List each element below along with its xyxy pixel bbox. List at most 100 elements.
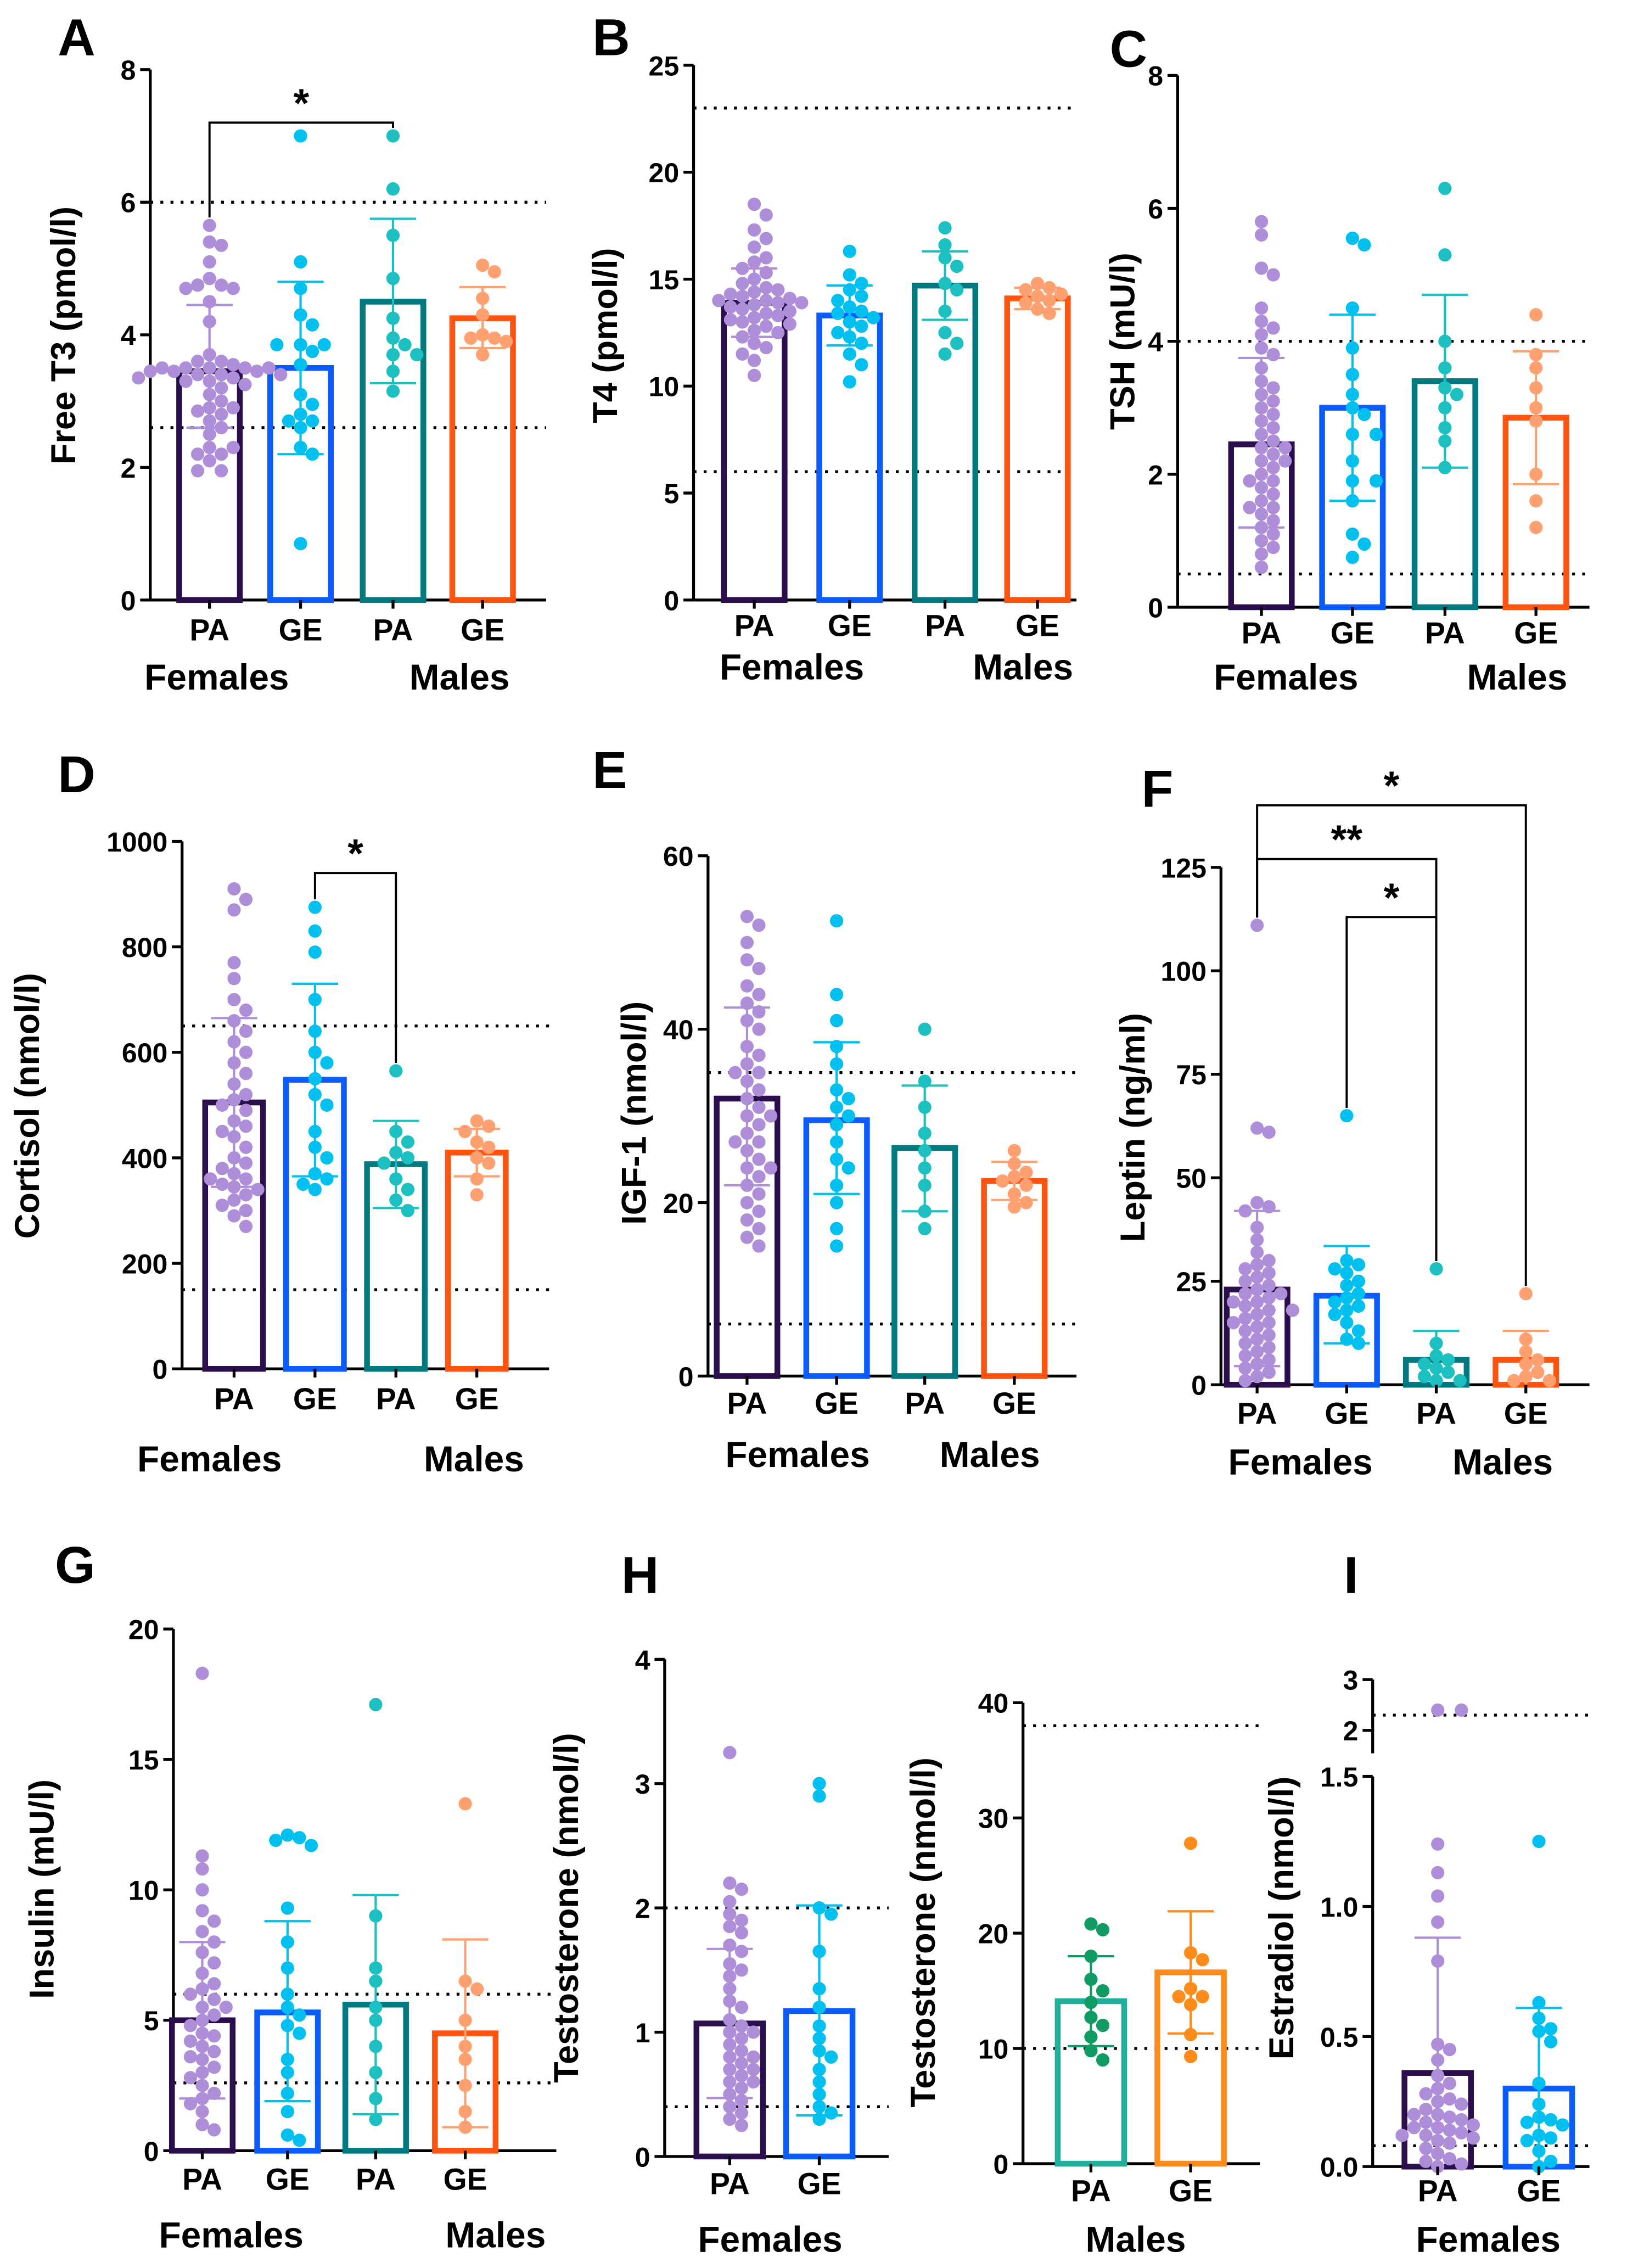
data-point	[1351, 1287, 1366, 1301]
y-tick-label: 2	[1343, 1716, 1359, 1746]
data-point	[1042, 294, 1056, 307]
data-point	[1262, 1279, 1276, 1292]
group-label: Females	[725, 1434, 869, 1475]
data-point	[1529, 494, 1543, 508]
x-tick-label: GE	[455, 1382, 499, 1416]
significance-bracket	[208, 121, 394, 218]
data-point	[734, 1926, 749, 1940]
data-point	[183, 2097, 198, 2110]
data-point	[734, 2019, 749, 2033]
data-point	[1084, 1917, 1098, 1931]
y-tick-label: 1.5	[1320, 1762, 1359, 1793]
data-point	[219, 2000, 233, 2014]
x-tick-label: GE	[798, 2166, 841, 2200]
data-point	[843, 268, 856, 282]
x-tick-label: PA	[373, 613, 413, 647]
data-point	[1340, 1109, 1354, 1123]
data-point	[841, 1091, 855, 1106]
data-point	[183, 1987, 198, 2001]
x-tick-label: GE	[461, 613, 504, 647]
data-point	[1419, 2102, 1433, 2116]
data-point	[1254, 547, 1269, 561]
group-label: Females	[1228, 1441, 1372, 1482]
data-point	[1266, 474, 1280, 488]
data-point	[740, 1196, 754, 1209]
data-point	[1407, 2121, 1421, 2135]
data-point	[938, 238, 952, 252]
data-point	[752, 961, 766, 976]
data-point	[280, 2128, 294, 2142]
data-point	[740, 1213, 754, 1227]
group-label: Females	[720, 647, 864, 687]
data-point	[1466, 2118, 1480, 2132]
data-point	[179, 361, 193, 375]
data-point	[227, 1209, 241, 1223]
data-point	[207, 1977, 221, 1991]
significance-label: *	[1384, 875, 1400, 920]
data-point	[723, 1907, 737, 1921]
data-point	[401, 1183, 414, 1196]
data-point	[470, 1188, 484, 1202]
y-tick-label: 400	[122, 1143, 167, 1174]
y-tick-label: 4	[1148, 327, 1163, 357]
data-point	[207, 2029, 221, 2043]
data-point	[308, 1183, 322, 1196]
data-point	[950, 259, 964, 273]
data-point	[215, 1098, 229, 1112]
data-point	[195, 2118, 209, 2131]
data-point	[215, 278, 228, 292]
data-point	[1532, 1834, 1546, 1849]
data-point	[1254, 228, 1269, 242]
data-point	[752, 1170, 766, 1184]
data-point	[308, 924, 322, 938]
data-point	[1019, 283, 1033, 297]
data-point	[855, 304, 868, 318]
data-point	[1278, 454, 1292, 468]
data-point	[1266, 381, 1280, 395]
data-point	[401, 1203, 414, 1218]
data-point	[728, 1135, 742, 1149]
data-point	[759, 320, 773, 333]
data-point	[207, 2123, 221, 2137]
data-point	[740, 936, 754, 949]
data-point	[398, 338, 412, 352]
panel-letter: F	[1142, 760, 1174, 818]
data-point	[470, 1982, 484, 1996]
data-point	[1429, 1262, 1443, 1276]
data-point	[1351, 1258, 1366, 1272]
data-point	[458, 1124, 472, 1139]
data-point	[239, 1188, 253, 1202]
data-point	[203, 219, 216, 232]
data-point	[207, 2086, 221, 2100]
y-tick-label: 2	[1148, 460, 1163, 490]
data-point	[1417, 1357, 1432, 1371]
data-point	[1441, 1353, 1455, 1367]
data-point	[938, 221, 952, 235]
data-point	[143, 365, 157, 378]
data-point	[1243, 474, 1256, 488]
data-point	[308, 945, 322, 959]
data-point	[369, 1698, 383, 1711]
data-point	[1431, 1915, 1445, 1929]
data-point	[747, 2075, 760, 2089]
panel-letter: A	[58, 8, 95, 66]
data-point	[1443, 2152, 1456, 2166]
data-point	[1254, 534, 1269, 548]
panel-C: C 0 2 4 6 8 TSH (mU/l) PA GE PA GE Females Males	[1103, 20, 1590, 697]
data-point	[239, 1067, 253, 1080]
data-point	[204, 1172, 217, 1186]
data-point	[740, 1230, 754, 1244]
data-point	[132, 371, 145, 385]
data-point	[239, 1088, 253, 1101]
y-tick-label: 10	[649, 372, 680, 402]
data-point	[1196, 1990, 1209, 2003]
group-label: Males	[973, 647, 1073, 687]
x-tick-label: PA	[1418, 2174, 1458, 2208]
x-tick-label: PA	[214, 1382, 254, 1416]
data-point	[1419, 2115, 1433, 2129]
y-axis-label: T4 (pmol/l)	[586, 248, 625, 423]
data-point	[1183, 1836, 1198, 1850]
significance-label: **	[1331, 816, 1363, 862]
data-point	[280, 2104, 294, 2119]
panel-A: A 0 2 4 6 8 Free T3 (pmol/l) PA GE PA GE Females Mal…	[44, 8, 547, 697]
